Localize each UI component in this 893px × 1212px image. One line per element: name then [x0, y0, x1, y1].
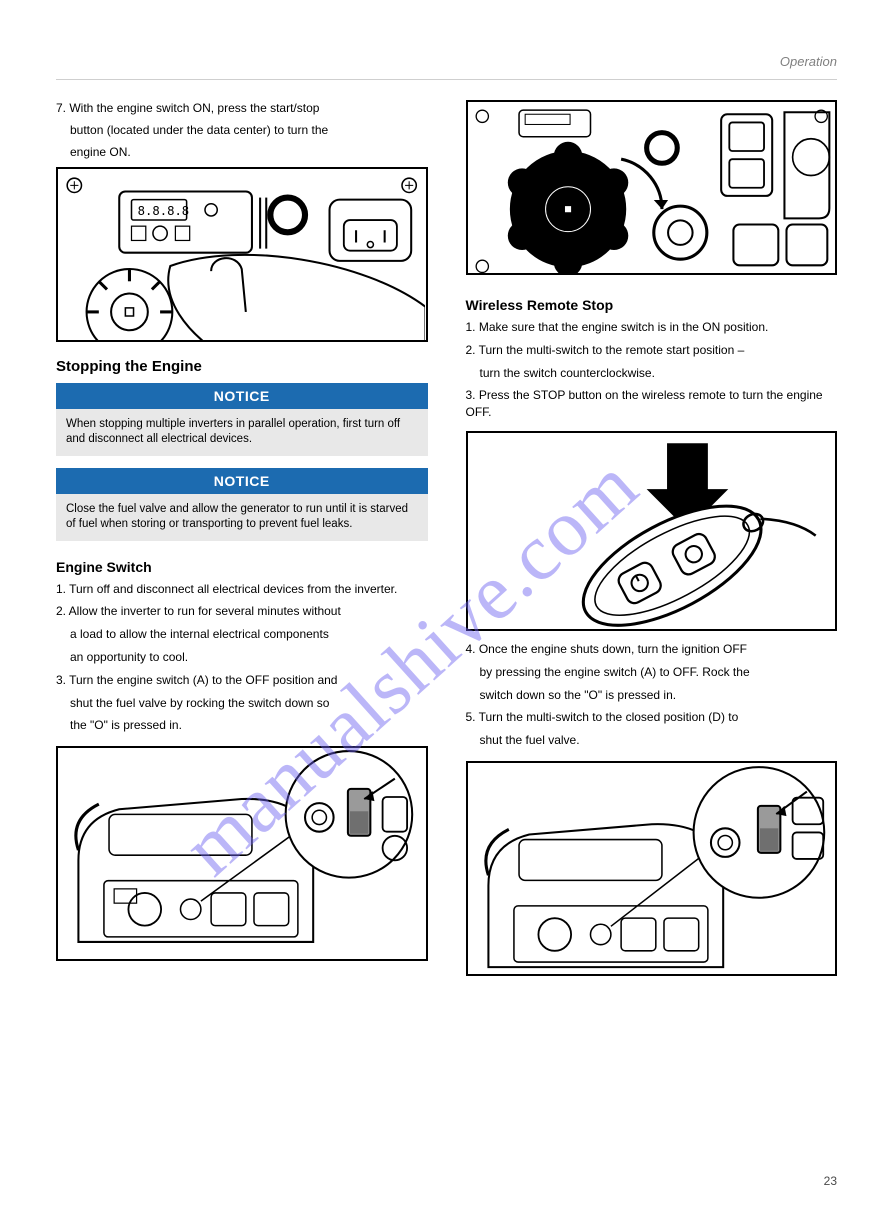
notice-2-text: Close the fuel valve and allow the gener…: [66, 502, 418, 533]
right-column: Wireless Remote Stop 1. Make sure that t…: [466, 100, 838, 976]
stop-step-2a: 2. Allow the inverter to run for several…: [56, 603, 428, 620]
figure-engine-switch-left-svg: [58, 748, 425, 961]
remote-step-5b: shut the fuel valve.: [480, 732, 838, 749]
remote-stop-title: Wireless Remote Stop: [466, 297, 838, 313]
notice-2-body: Close the fuel valve and allow the gener…: [56, 494, 428, 541]
figure-multi-switch: [466, 100, 838, 275]
figure-remote-svg: [468, 433, 835, 631]
figure-multi-switch-svg: [468, 102, 835, 275]
figure-remote: [466, 431, 838, 631]
figure-start-button-svg: 8.8.8.8: [58, 169, 425, 342]
figure-start-button: 8.8.8.8: [56, 167, 428, 342]
step-7-line1: 7. With the engine switch ON, press the …: [56, 100, 428, 116]
left-column: 7. With the engine switch ON, press the …: [56, 100, 428, 976]
remote-step-4b: by pressing the engine switch (A) to OFF…: [480, 664, 838, 681]
remote-step-4a: 4. Once the engine shuts down, turn the …: [466, 641, 838, 658]
stop-step-3c: the "O" is pressed in.: [70, 717, 428, 734]
remote-step-1: 1. Make sure that the engine switch is i…: [466, 319, 838, 336]
page-number: 23: [824, 1174, 837, 1188]
notice-1-text: When stopping multiple inverters in para…: [66, 417, 418, 448]
stopping-engine-title: Stopping the Engine: [56, 358, 428, 375]
notice-2-bar: NOTICE: [56, 468, 428, 494]
notice-1-bar: NOTICE: [56, 383, 428, 409]
remote-step-2a: 2. Turn the multi-switch to the remote s…: [466, 342, 838, 359]
stop-step-2c: an opportunity to cool.: [70, 649, 428, 666]
svg-text:8.8.8.8: 8.8.8.8: [138, 203, 190, 217]
header-section-title: Operation: [780, 54, 837, 69]
stop-step-3a: 3. Turn the engine switch (A) to the OFF…: [56, 672, 428, 689]
page-header: Operation: [56, 50, 837, 80]
remote-step-5a: 5. Turn the multi-switch to the closed p…: [466, 709, 838, 726]
remote-step-4c: switch down so the "O" is pressed in.: [480, 687, 838, 704]
notice-1-body: When stopping multiple inverters in para…: [56, 409, 428, 456]
remote-step-2b: turn the switch counterclockwise.: [480, 365, 838, 382]
figure-engine-switch-right-svg: [468, 763, 835, 976]
engine-switch-title: Engine Switch: [56, 559, 428, 575]
step-7-line3: engine ON.: [70, 144, 428, 160]
figure-engine-switch-left: [56, 746, 428, 961]
figure-engine-switch-right: [466, 761, 838, 976]
remote-step-3: 3. Press the STOP button on the wireless…: [466, 387, 838, 421]
stop-step-2b: a load to allow the internal electrical …: [70, 626, 428, 643]
stop-step-1: 1. Turn off and disconnect all electrica…: [56, 581, 428, 598]
stop-step-3b: shut the fuel valve by rocking the switc…: [70, 695, 428, 712]
step-7-line2: button (located under the data center) t…: [70, 122, 428, 138]
